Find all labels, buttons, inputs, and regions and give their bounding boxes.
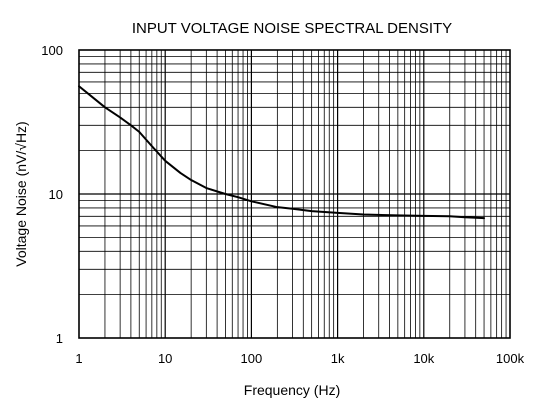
series-line-0 [78,85,486,220]
y-axis-label: Voltage Noise (nV/√Hz) [13,121,29,266]
x-tick-labels: 1 10 100 1k 10k 100k [75,351,524,366]
x-axis-label: Frequency (Hz) [244,382,340,398]
x-tick-label: 10 [158,351,172,366]
chart-title: INPUT VOLTAGE NOISE SPECTRAL DENSITY [132,20,452,37]
x-tick-label: 100 [241,351,263,366]
y-tick-label: 1 [56,331,63,346]
grid [79,50,510,338]
x-tick-label: 100k [496,351,525,366]
series-layer [78,85,486,220]
y-tick-labels: 1 10 100 [41,43,63,346]
y-tick-label: 100 [41,43,63,58]
y-tick-label: 10 [49,187,63,202]
x-tick-label: 1 [75,351,82,366]
x-tick-label: 10k [413,351,434,366]
x-tick-label: 1k [331,351,345,366]
plot-frame [78,49,511,339]
